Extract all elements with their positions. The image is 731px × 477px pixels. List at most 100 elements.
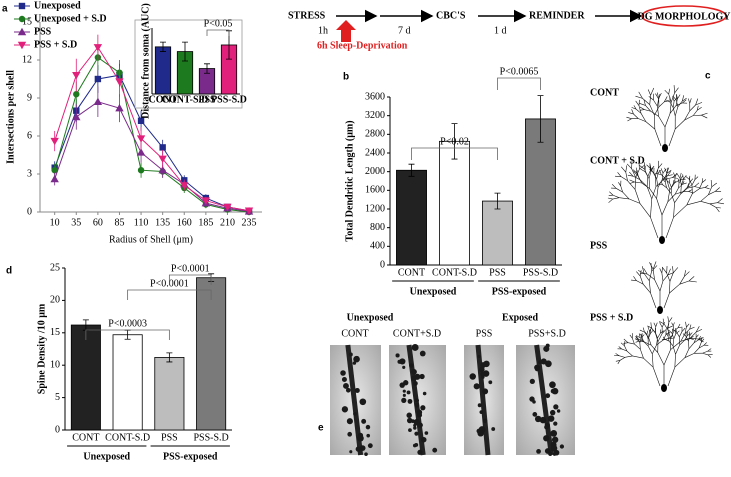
neuron-branch [666,187,672,194]
neuron-branch [673,172,676,178]
y-axis-label: Distance from soma (AUC) [140,3,151,119]
neuron-branch [686,201,701,206]
neuron-branch [672,96,675,102]
group-label: Unexposed [410,286,457,297]
neuron-branch [689,336,694,339]
neuron-branch [624,355,633,358]
neuron-branch [657,170,662,174]
neuron-branch [649,104,655,116]
bar [396,169,427,266]
x-tick-label: PSS-S.D [523,267,558,278]
neuron-branch [629,334,633,339]
neuron-branch [618,355,626,358]
x-tick-label: 160 [177,217,192,228]
neuron-branch [658,116,666,128]
neuron-branch [654,176,657,187]
neuron-branch [717,202,725,205]
neuron-branch [664,178,667,183]
series-line [54,101,250,212]
neuron-branch [625,165,628,173]
neuron-branch [643,100,646,106]
neuron-branch [634,189,641,204]
neuron-branch [693,110,698,116]
y-tick-label: 0 [380,259,385,270]
marker [50,137,59,146]
neuron-branch [677,323,681,328]
neuron-branch [650,344,658,353]
neuron-soma [661,384,667,392]
spine [341,406,349,413]
neuron-branch [692,188,700,194]
spine [536,449,541,454]
step: DG MORPHOLOGY [637,11,731,22]
neuron-branch [621,166,627,173]
neuron-branch [646,273,655,280]
spine [347,431,353,437]
neuron-branch [682,99,687,104]
bar [112,334,143,431]
neuron-branch [640,113,647,122]
neuron-branch [689,326,695,330]
spine [420,436,427,443]
neuron-branch [638,270,645,274]
neuron-branch [639,165,645,170]
x-tick-label: PSS-S.D [211,94,247,105]
y-tick-label: 20 [50,295,60,306]
spine [353,412,357,416]
neuron-branch [695,98,699,106]
neuron-branch [640,272,648,275]
neuron-branch [650,87,655,96]
neuron-branch [609,191,614,196]
marker [51,167,58,174]
y-tick-label: 400 [370,241,385,252]
neuron-branch [647,345,653,355]
spine [401,397,407,404]
neuron-branch [639,340,645,343]
annotation: P<0.0001 [171,263,210,274]
neuron-branch [643,273,650,281]
neuron-branch [666,272,671,282]
bracket [206,29,230,36]
spine [416,409,423,416]
marker [223,203,232,212]
spine [544,424,549,430]
neuron-label: CONT + S.D [590,155,645,166]
neuron-branch [693,337,697,343]
neuron-branch [715,187,720,192]
image-label: CONT+S.D [393,328,441,339]
neuron-branch [679,172,682,179]
x-tick-label: PSS [161,432,178,443]
x-tick-label: 210 [220,217,235,228]
neuron-branch [627,342,635,345]
neuron-branch [679,276,685,285]
neuron-branch [650,263,652,272]
spine [367,443,373,449]
neuron-branch [665,217,674,239]
spine [406,390,411,395]
neuron-branch [666,180,671,190]
neuron-branch [650,292,657,309]
spine [406,417,413,424]
spine [356,434,364,442]
neuron-branch [672,95,677,101]
neuron-branch [650,198,653,218]
neuron-branch [647,89,651,96]
neuron-branch [675,102,683,106]
spine [420,405,426,411]
y-axis-label: Spine Density /10 μm [36,303,47,394]
neuron-branch [653,322,657,327]
bracket [497,77,541,90]
neuron-branch [672,180,675,184]
spine [361,418,367,424]
spine [553,421,558,426]
neuron-branch [632,169,637,174]
neuron-branch [685,321,687,328]
neuron-branch [651,327,656,334]
neuron-branch [699,182,703,189]
neuron-branch [679,339,685,346]
neuron-branch [668,128,676,147]
marker [93,44,103,52]
spine [354,387,360,393]
neuron-branch [664,89,669,95]
neuron-branch [655,93,659,100]
